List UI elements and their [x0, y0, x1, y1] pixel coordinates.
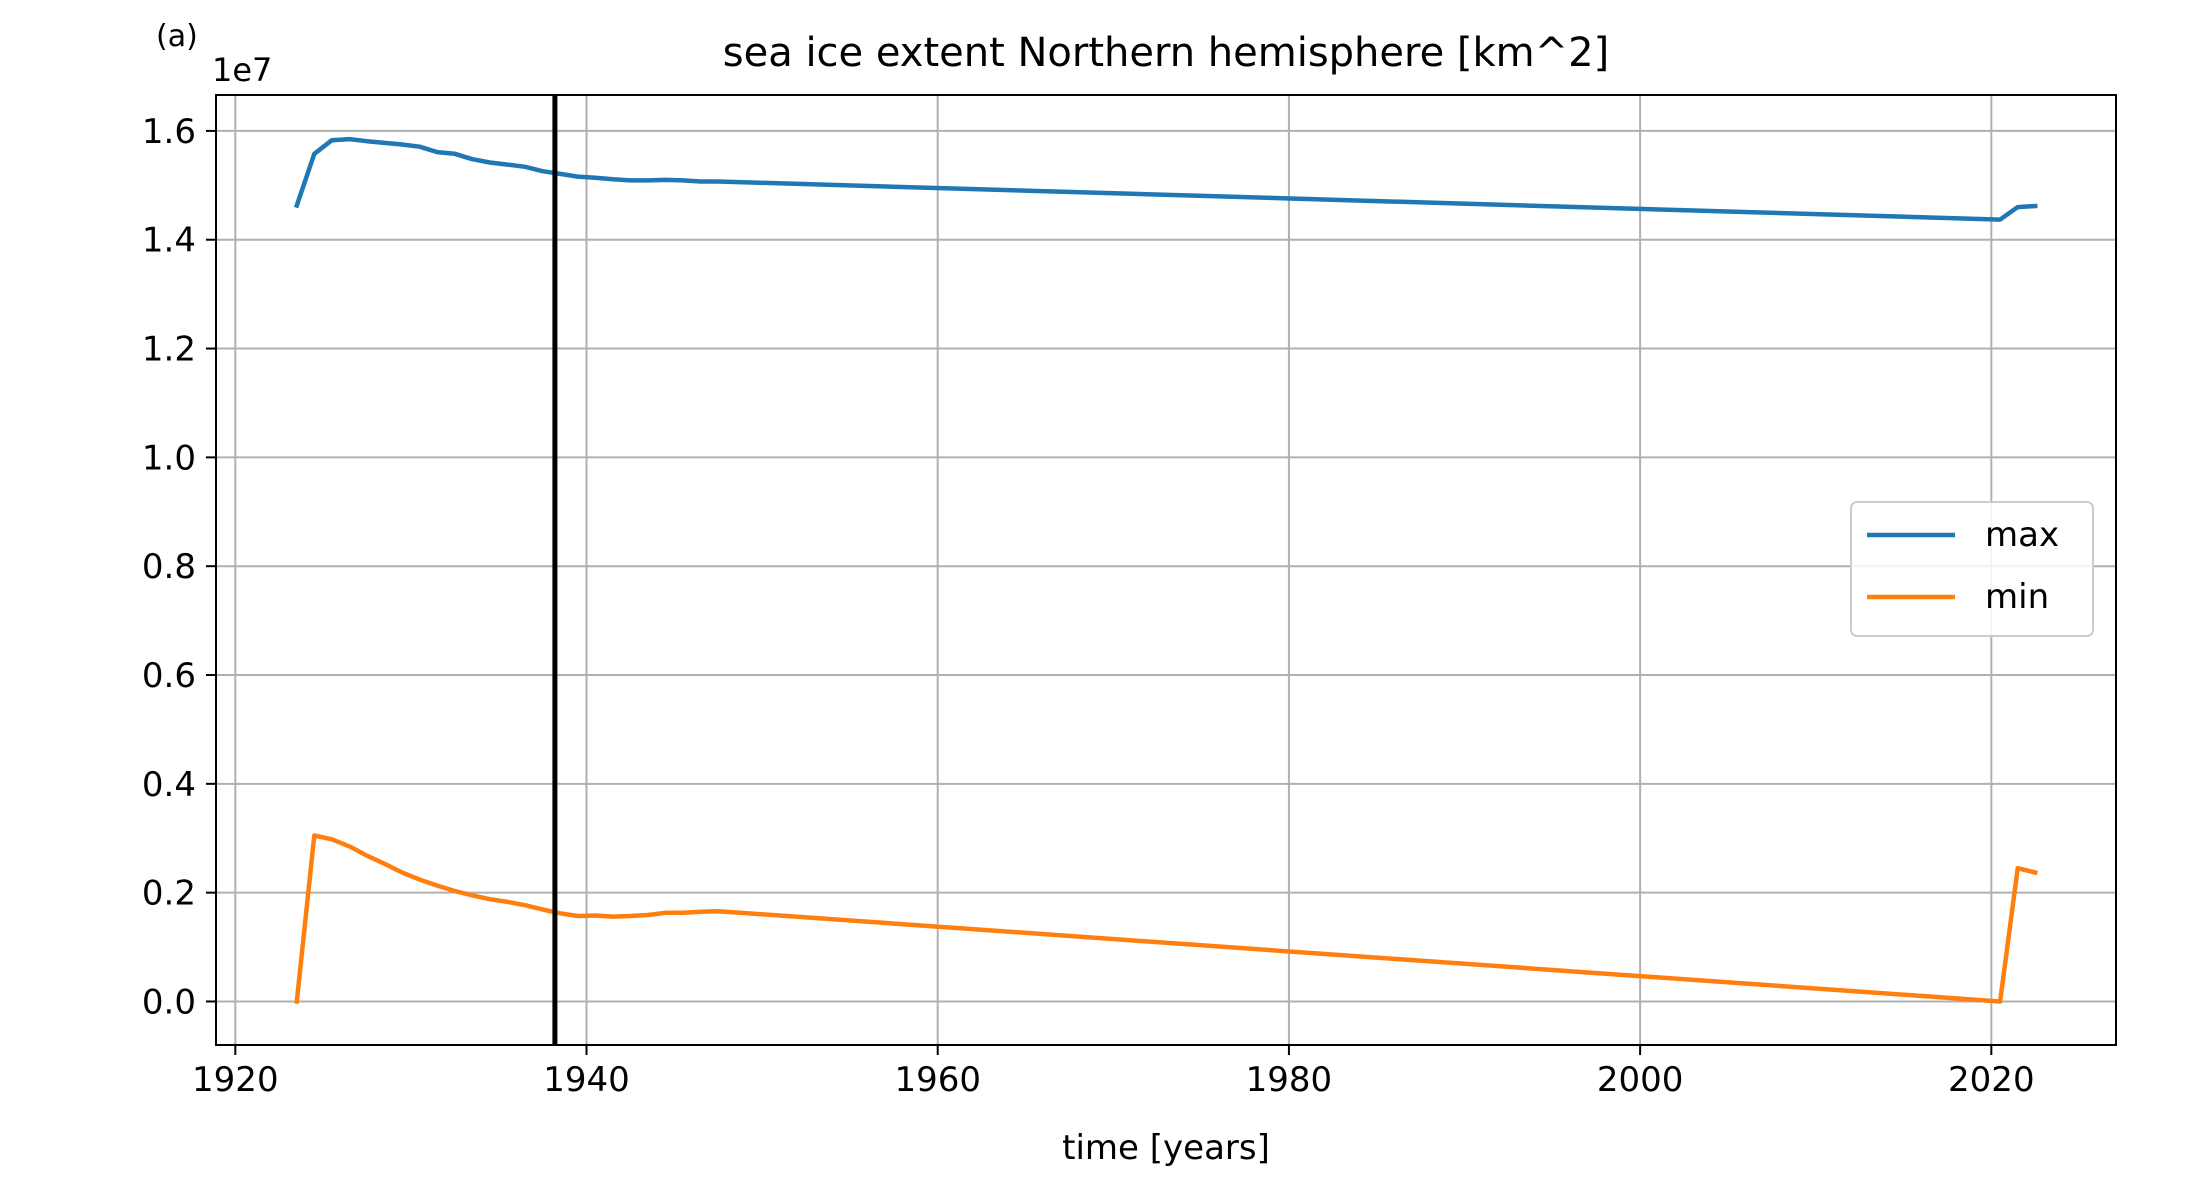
grid: [216, 95, 2116, 1045]
plot-frame: [215, 94, 2117, 1046]
series-line-max: [293, 136, 2038, 222]
x-tick-label: 1920: [192, 1060, 279, 1100]
legend: max min: [1850, 501, 2094, 637]
legend-label-min: min: [1985, 577, 2049, 617]
y-tick-label: 0.0: [142, 982, 196, 1022]
y-tick-label: 1.4: [142, 221, 196, 261]
x-tick-label: 1960: [894, 1060, 981, 1100]
x-tick-label: 1940: [543, 1060, 630, 1100]
y-tick-label: 1.0: [142, 438, 196, 478]
y-tick-label: 1.2: [142, 330, 196, 370]
x-axis-label: time [years]: [1062, 1128, 1270, 1168]
legend-label-max: max: [1985, 515, 2059, 555]
panel-label: (a): [156, 19, 198, 54]
y-axis-ticks: 0.0 0.2 0.4 0.6 0.8 1.0 1.2 1.4 1.6: [142, 112, 216, 1022]
y-tick-label: 0.6: [142, 656, 196, 696]
chart-title: sea ice extent Northern hemisphere [km^2…: [723, 30, 1609, 76]
y-tick-label: 1.6: [142, 112, 196, 152]
series-line-min: [294, 833, 2038, 1004]
x-axis-ticks: 1920 1940 1960 1980 2000 2020: [192, 1045, 2035, 1100]
x-tick-label: 2000: [1597, 1060, 1684, 1100]
y-tick-label: 0.8: [142, 547, 196, 587]
series-lines: [293, 136, 2038, 1004]
x-tick-label: 2020: [1948, 1060, 2035, 1100]
x-tick-label: 1980: [1246, 1060, 1333, 1100]
y-tick-label: 0.2: [142, 874, 196, 914]
y-tick-label: 0.4: [142, 765, 196, 805]
y-offset-label: 1e7: [212, 51, 272, 89]
